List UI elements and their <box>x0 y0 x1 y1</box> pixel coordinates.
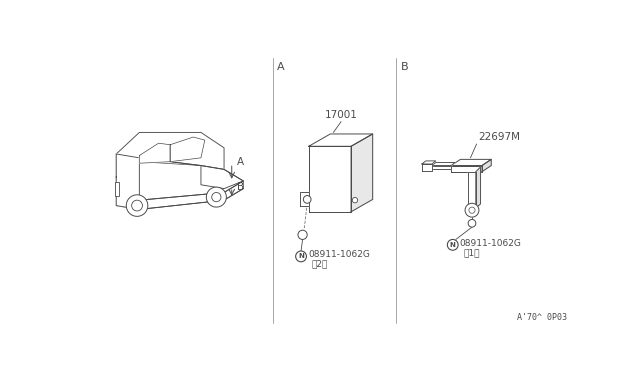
Polygon shape <box>476 167 481 208</box>
Polygon shape <box>170 137 205 162</box>
Text: N: N <box>450 242 456 248</box>
Text: （2）: （2） <box>312 260 328 269</box>
Polygon shape <box>116 154 140 209</box>
Polygon shape <box>468 172 476 208</box>
Text: A: A <box>277 62 285 71</box>
Text: A: A <box>237 157 244 167</box>
Polygon shape <box>422 161 436 164</box>
Text: B: B <box>401 62 408 71</box>
Polygon shape <box>422 164 432 171</box>
Polygon shape <box>201 166 243 189</box>
Polygon shape <box>308 134 372 146</box>
Circle shape <box>303 196 311 203</box>
Polygon shape <box>451 166 482 172</box>
Circle shape <box>126 195 148 217</box>
Polygon shape <box>116 158 243 200</box>
Circle shape <box>132 200 143 211</box>
Circle shape <box>212 192 221 202</box>
Circle shape <box>447 240 458 250</box>
Text: B: B <box>237 182 244 192</box>
Text: （1）: （1） <box>463 248 480 257</box>
Text: A'70^ 0P03: A'70^ 0P03 <box>516 313 566 322</box>
Text: 08911-1062G: 08911-1062G <box>460 239 522 248</box>
Circle shape <box>298 230 307 240</box>
Text: 22697M: 22697M <box>478 132 520 142</box>
Polygon shape <box>300 192 308 206</box>
Polygon shape <box>432 163 455 166</box>
Polygon shape <box>308 146 351 212</box>
Circle shape <box>352 198 358 203</box>
Polygon shape <box>116 181 243 209</box>
Polygon shape <box>451 159 492 166</box>
Circle shape <box>469 207 475 213</box>
Circle shape <box>468 219 476 227</box>
Circle shape <box>206 187 227 207</box>
Polygon shape <box>140 143 170 163</box>
Text: N: N <box>298 253 304 259</box>
Polygon shape <box>351 134 372 212</box>
Circle shape <box>296 251 307 262</box>
Bar <box>115 183 118 196</box>
Text: 17001: 17001 <box>324 110 358 120</box>
Text: 08911-1062G: 08911-1062G <box>308 250 370 259</box>
Polygon shape <box>432 166 451 169</box>
Circle shape <box>465 203 479 217</box>
Polygon shape <box>116 132 224 177</box>
Polygon shape <box>482 159 492 172</box>
